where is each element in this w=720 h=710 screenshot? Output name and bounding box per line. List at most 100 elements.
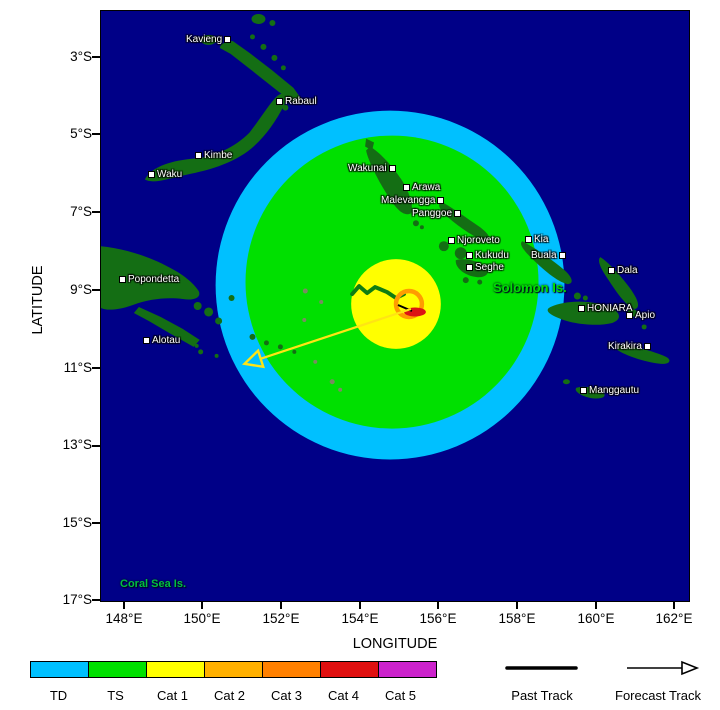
landmasses — [101, 13, 670, 399]
legend-label-cat1: Cat 1 — [156, 688, 189, 703]
islet — [412, 220, 419, 227]
islet — [292, 349, 297, 354]
islet — [269, 19, 276, 26]
city-apio: Apio — [626, 310, 655, 321]
city-label: Arawa — [412, 182, 441, 193]
forecast-track-arrowhead-icon — [241, 348, 265, 369]
city-label: Alotau — [152, 335, 181, 346]
lon-tick-label: 158°E — [498, 611, 536, 626]
city-label: Buala — [531, 250, 557, 261]
lon-tick-mark — [201, 602, 203, 609]
reef-dot — [313, 359, 318, 364]
x-axis-title: LONGITUDE — [352, 636, 438, 652]
reef-dot — [302, 288, 308, 294]
legend-swatch-td — [30, 661, 89, 678]
city-marker-icon — [626, 312, 633, 319]
legend-label-cat2: Cat 2 — [213, 688, 246, 703]
legend-color-bar — [30, 661, 437, 678]
city-honiara: HONIARA — [578, 303, 633, 314]
reef-dot — [319, 300, 324, 305]
city-marker-icon — [195, 152, 202, 159]
city-marker-icon — [224, 36, 232, 43]
city-marker-icon — [143, 337, 150, 344]
lat-tick-mark — [92, 599, 100, 601]
landmass-santa-isabel — [521, 241, 572, 285]
legend-label-cat3: Cat 3 — [270, 688, 303, 703]
city-label: Manggautu — [589, 385, 640, 396]
lon-tick-label: 150°E — [183, 611, 221, 626]
islet — [228, 295, 235, 302]
legend-swatch-cat3 — [262, 661, 321, 678]
lon-tick-mark — [595, 602, 597, 609]
lon-tick-label: 162°E — [655, 611, 693, 626]
islet — [260, 43, 267, 50]
city-kukudu: Kukudu — [466, 250, 509, 261]
islet — [573, 292, 581, 300]
landmass-new-hanover — [200, 34, 217, 45]
city-manggautu: Manggautu — [580, 385, 639, 396]
city-marker-icon — [580, 387, 587, 394]
landmass-new-britain — [144, 93, 287, 182]
lon-tick-label: 156°E — [419, 611, 457, 626]
city-rabaul: Rabaul — [276, 96, 317, 107]
city-marker-icon — [448, 237, 455, 244]
city-dala: Dala — [608, 265, 638, 276]
lat-tick-label: 3°S — [70, 49, 92, 64]
landmass-buka — [365, 138, 375, 151]
reef-dot — [329, 379, 335, 385]
islet — [280, 65, 286, 71]
city-label: Wakunai — [348, 163, 387, 174]
lon-tick-label: 154°E — [341, 611, 379, 626]
legend-swatch-cat4 — [320, 661, 379, 678]
lon-tick-label: 160°E — [577, 611, 615, 626]
lat-tick-mark — [92, 367, 100, 369]
landmass-milne-bay — [133, 306, 200, 347]
city-marker-icon — [454, 210, 462, 217]
landmass-guadalcanal — [547, 301, 619, 325]
landmass-bougainville — [366, 146, 412, 215]
past-track-cat2-loop — [393, 288, 425, 320]
city-alotau: Alotau — [143, 335, 180, 346]
region-label-solomon-is: Solomon Is. — [493, 280, 567, 295]
islet — [198, 349, 204, 355]
lat-tick-label: 11°S — [63, 360, 92, 375]
legend-label-td: TD — [49, 688, 68, 703]
city-seghe: Seghe — [466, 262, 504, 273]
map-canvas — [100, 10, 690, 602]
islet — [477, 279, 483, 285]
city-label: Panggoe — [412, 208, 453, 219]
y-axis-title: LATITUDE — [30, 265, 46, 335]
city-label: Apio — [635, 310, 656, 321]
city-marker-icon — [558, 252, 566, 259]
city-kirakira: Kirakira — [608, 341, 651, 352]
reef-dot — [338, 387, 343, 392]
lon-tick-label: 152°E — [262, 611, 300, 626]
lat-tick-label: 13°S — [62, 437, 92, 452]
lon-tick-mark — [516, 602, 518, 609]
lat-tick-label: 15°S — [62, 515, 92, 530]
city-label: Waku — [157, 169, 183, 180]
islet — [277, 344, 283, 350]
city-label: Dala — [617, 265, 638, 276]
city-njoroveto: Njoroveto — [448, 235, 500, 246]
lon-tick-mark — [359, 602, 361, 609]
legend-label-cat4: Cat 4 — [327, 688, 360, 703]
lon-tick-mark — [437, 602, 439, 609]
lat-tick-mark — [92, 445, 100, 447]
islet — [419, 225, 424, 230]
city-marker-icon — [119, 276, 126, 283]
city-popondetta: Popondetta — [119, 274, 179, 285]
city-arawa: Arawa — [403, 182, 440, 193]
lat-tick-mark — [92, 289, 100, 291]
legend-label-ts: TS — [107, 688, 124, 703]
city-marker-icon — [403, 184, 410, 191]
legend-swatch-cat2 — [204, 661, 263, 678]
city-marker-icon — [437, 197, 445, 204]
city-marker-icon — [276, 98, 283, 105]
city-label: Kirakira — [608, 341, 642, 352]
islet — [462, 277, 469, 284]
city-marker-icon — [578, 305, 585, 312]
past-track-legend-label: Past Track — [511, 688, 573, 703]
lat-tick-mark — [92, 211, 100, 213]
islet — [438, 241, 449, 252]
